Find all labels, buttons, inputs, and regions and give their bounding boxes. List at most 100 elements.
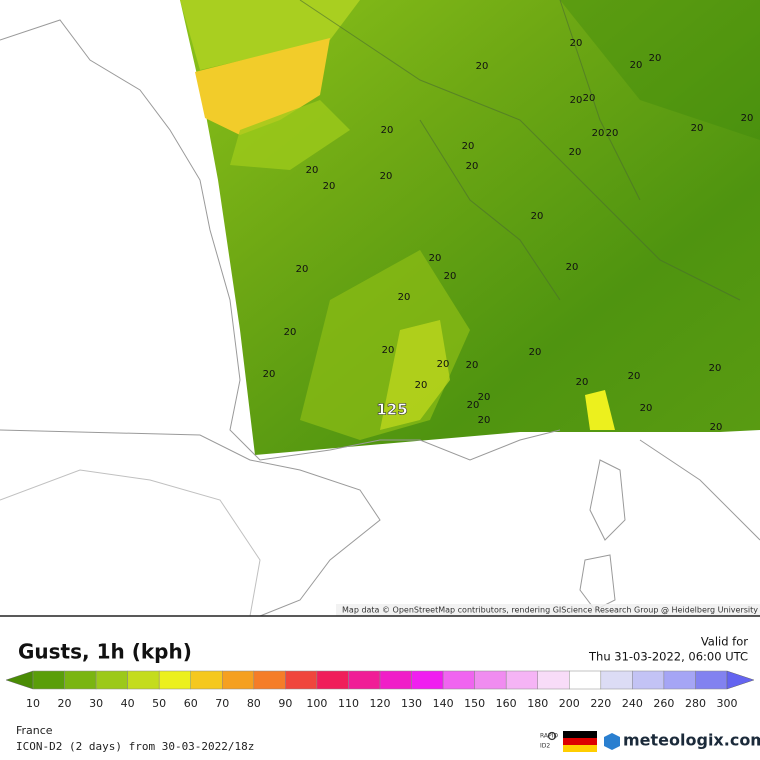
map-label: 20	[263, 369, 276, 380]
legend-swatch	[442, 670, 475, 690]
legend-swatch	[127, 670, 160, 690]
map-label: 20	[444, 271, 457, 282]
map-label: 20	[630, 60, 643, 71]
map-label: 20	[382, 345, 395, 356]
map-label: 20	[741, 113, 754, 124]
map-label: 20	[570, 95, 583, 106]
legend-tick-label: 160	[496, 697, 517, 710]
legend-tick-label: 200	[559, 697, 580, 710]
map-label: 20	[323, 181, 336, 192]
attribution: Map data © OpenStreetMap contributors, r…	[342, 606, 758, 615]
legend-swatch	[190, 670, 223, 690]
legend-swatch	[316, 670, 349, 690]
logo	[604, 733, 620, 750]
map-label: 20	[429, 253, 442, 264]
legend-tick-label: 180	[527, 697, 548, 710]
map-label: 20	[478, 392, 491, 403]
map-label: 20	[284, 327, 297, 338]
legend-tick-label: 20	[58, 697, 72, 710]
legend-tick-label: 50	[152, 697, 166, 710]
legend-arrow	[726, 670, 755, 690]
map-label: 20	[381, 125, 394, 136]
legend-tick-label: 90	[278, 697, 292, 710]
color-legend: 10 20 30 40 50 60 70 80 90 100 110 120 130 140 150 160 1…	[5, 670, 755, 710]
map-label: 20	[710, 422, 723, 433]
legend-swatch	[600, 670, 633, 690]
legend-tick-label: 40	[121, 697, 135, 710]
valid-time: Thu 31-03-2022, 06:00 UTC	[588, 650, 748, 664]
legend-tick-label: 140	[433, 697, 454, 710]
legend-swatch	[379, 670, 412, 690]
legend-swatch	[663, 670, 696, 690]
legend-tick-label: 260	[653, 697, 674, 710]
map-label: 20	[691, 123, 704, 134]
map-label: 20	[462, 141, 475, 152]
legend-swatch	[64, 670, 97, 690]
legend-swatch	[569, 670, 602, 690]
legend-tick-label: 10	[26, 697, 40, 710]
map-label: 20	[531, 211, 544, 222]
valid-label: Valid for	[701, 635, 748, 649]
legend-tick-label: 300	[717, 697, 738, 710]
region: France	[16, 724, 53, 737]
map-label: 20	[529, 347, 542, 358]
legend-swatch	[474, 670, 507, 690]
peak-label: 125	[376, 401, 407, 419]
map-label: 20	[467, 400, 480, 411]
map-label: 20	[306, 165, 319, 176]
legend-swatch	[95, 670, 128, 690]
map-label: 20	[640, 403, 653, 414]
map-label: 20	[709, 363, 722, 374]
legend-tick-label: 70	[215, 697, 229, 710]
model-run: ICON-D2 (2 days) from 30-03-2022/18z	[16, 740, 254, 753]
legend-swatch	[348, 670, 381, 690]
map-label: 20	[466, 360, 479, 371]
legend-arrow	[5, 670, 34, 690]
map-label: 20	[566, 262, 579, 273]
flag	[563, 731, 597, 752]
brand: meteologix.com	[623, 731, 760, 750]
legend-tick-label: 130	[401, 697, 422, 710]
legend-swatch	[411, 670, 444, 690]
legend-tick-label: 240	[622, 697, 643, 710]
map-label: 20	[466, 161, 479, 172]
legend-swatch	[158, 670, 191, 690]
legend-swatch	[222, 670, 255, 690]
map-label: 20	[398, 292, 411, 303]
map-label: 20	[570, 38, 583, 49]
legend-tick-label: 220	[590, 697, 611, 710]
map-label: 20	[569, 147, 582, 158]
legend-swatch	[632, 670, 665, 690]
legend-tick-label: 60	[184, 697, 198, 710]
map-label: 20	[628, 371, 641, 382]
legend-swatch	[505, 670, 538, 690]
legend-tick-label: 80	[247, 697, 261, 710]
id2-label: ID2	[540, 743, 550, 750]
map-label: 20	[649, 53, 662, 64]
map-label: 20	[476, 61, 489, 72]
legend-tick-label: 150	[464, 697, 485, 710]
map-label: 20	[576, 377, 589, 388]
legend-tick-label: 30	[89, 697, 103, 710]
map-label: 20	[583, 93, 596, 104]
legend-swatch	[253, 670, 286, 690]
legend-swatch	[285, 670, 318, 690]
rapid-label: RAPID	[540, 733, 558, 740]
map-label: 20	[592, 128, 605, 139]
map-label: 20	[415, 380, 428, 391]
map-label: 20	[296, 264, 309, 275]
map-label: 20	[380, 171, 393, 182]
legend-tick-label: 110	[338, 697, 359, 710]
legend-swatch	[32, 670, 65, 690]
legend-tick-label: 120	[370, 697, 391, 710]
map-label: 20	[437, 359, 450, 370]
legend-tick-label: 100	[306, 697, 327, 710]
legend-tick-label: 280	[685, 697, 706, 710]
legend-swatch	[537, 670, 570, 690]
map-label: 20	[478, 415, 491, 426]
map-label: 20	[606, 128, 619, 139]
legend-swatch	[695, 670, 728, 690]
map: 20 20 20 20 20 20 20 20 20 20 20 20 20 2…	[0, 0, 760, 617]
title: Gusts, 1h (kph)	[18, 640, 192, 664]
